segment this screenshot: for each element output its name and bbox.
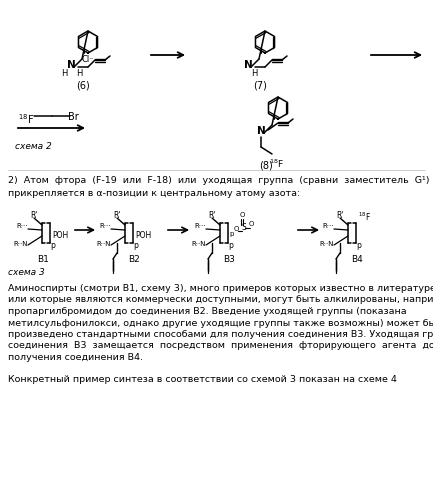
Text: p: p xyxy=(356,241,361,250)
Text: R': R' xyxy=(113,211,121,220)
Text: R···: R··· xyxy=(99,223,111,229)
Text: (7): (7) xyxy=(253,81,267,91)
Text: $^{18}$F: $^{18}$F xyxy=(18,112,34,126)
Text: Br: Br xyxy=(68,112,79,122)
Text: S: S xyxy=(241,222,246,232)
Text: произведено стандартными способами для получения соединения В3. Уходящая группа: произведено стандартными способами для п… xyxy=(8,330,433,339)
Text: схема 3: схема 3 xyxy=(8,268,45,277)
Text: 2)  Атом  фтора  (F-19  или  F-18)  или  уходящая  группа  (сравни  заместитель : 2) Атом фтора (F-19 или F-18) или уходящ… xyxy=(8,176,430,185)
Text: схема 2: схема 2 xyxy=(15,142,52,151)
Text: R···: R··· xyxy=(16,223,28,229)
Text: прикрепляется в α-позиции к центральному атому азота:: прикрепляется в α-позиции к центральному… xyxy=(8,189,300,198)
Text: метилсульфонилокси, однако другие уходящие группы также возможны) может быть: метилсульфонилокси, однако другие уходящ… xyxy=(8,318,433,328)
Text: пропаргилбромидом до соединения В2. Введение уходящей группы (показана: пропаргилбромидом до соединения В2. Введ… xyxy=(8,307,407,316)
Text: O: O xyxy=(234,226,239,232)
Text: p: p xyxy=(229,231,233,237)
Text: O: O xyxy=(249,221,254,227)
Text: R··N: R··N xyxy=(192,241,206,247)
Text: B3: B3 xyxy=(223,255,235,264)
Text: $^{18}$F: $^{18}$F xyxy=(269,158,284,170)
Text: Конкретный пример синтеза в соответствии со схемой 3 показан на схеме 4: Конкретный пример синтеза в соответствии… xyxy=(8,374,397,384)
Text: H: H xyxy=(76,69,82,78)
Text: H: H xyxy=(61,69,67,78)
Text: R': R' xyxy=(336,211,344,220)
Text: N: N xyxy=(244,60,252,70)
Text: R··N: R··N xyxy=(97,241,111,247)
Text: O: O xyxy=(240,212,246,218)
Text: N: N xyxy=(67,60,75,70)
Text: R···: R··· xyxy=(322,223,334,229)
Text: R···: R··· xyxy=(194,223,206,229)
Text: R··N: R··N xyxy=(14,241,28,247)
Text: p: p xyxy=(228,241,233,250)
Text: N: N xyxy=(257,126,265,136)
Text: p: p xyxy=(50,241,55,250)
Text: $^{18}$F: $^{18}$F xyxy=(358,211,371,224)
Text: H: H xyxy=(251,69,257,78)
Text: POH: POH xyxy=(135,230,151,239)
Text: Cl⁻: Cl⁻ xyxy=(82,55,95,64)
Text: получения соединения В4.: получения соединения В4. xyxy=(8,353,143,362)
Text: POH: POH xyxy=(52,230,68,239)
Text: B4: B4 xyxy=(351,255,363,264)
Text: Аминоспирты (смотри В1, схему 3), много примеров которых известно в литературе,: Аминоспирты (смотри В1, схему 3), много … xyxy=(8,284,433,293)
Text: B2: B2 xyxy=(128,255,140,264)
Text: R': R' xyxy=(30,211,38,220)
Text: R': R' xyxy=(208,211,216,220)
Text: соединения  В3  замещается  посредством  применения  фторирующего  агента  до: соединения В3 замещается посредством при… xyxy=(8,342,433,350)
Text: B1: B1 xyxy=(37,255,49,264)
Text: (8): (8) xyxy=(259,161,273,171)
Text: p: p xyxy=(133,241,138,250)
Text: R··N: R··N xyxy=(320,241,334,247)
Text: или которые являются коммерчески доступными, могут быть алкилированы, например,: или которые являются коммерчески доступн… xyxy=(8,296,433,304)
Text: (6): (6) xyxy=(76,81,90,91)
